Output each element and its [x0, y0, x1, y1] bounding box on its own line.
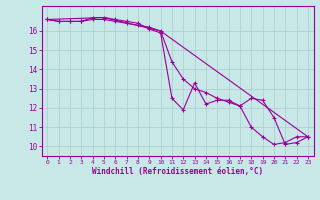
X-axis label: Windchill (Refroidissement éolien,°C): Windchill (Refroidissement éolien,°C)	[92, 167, 263, 176]
